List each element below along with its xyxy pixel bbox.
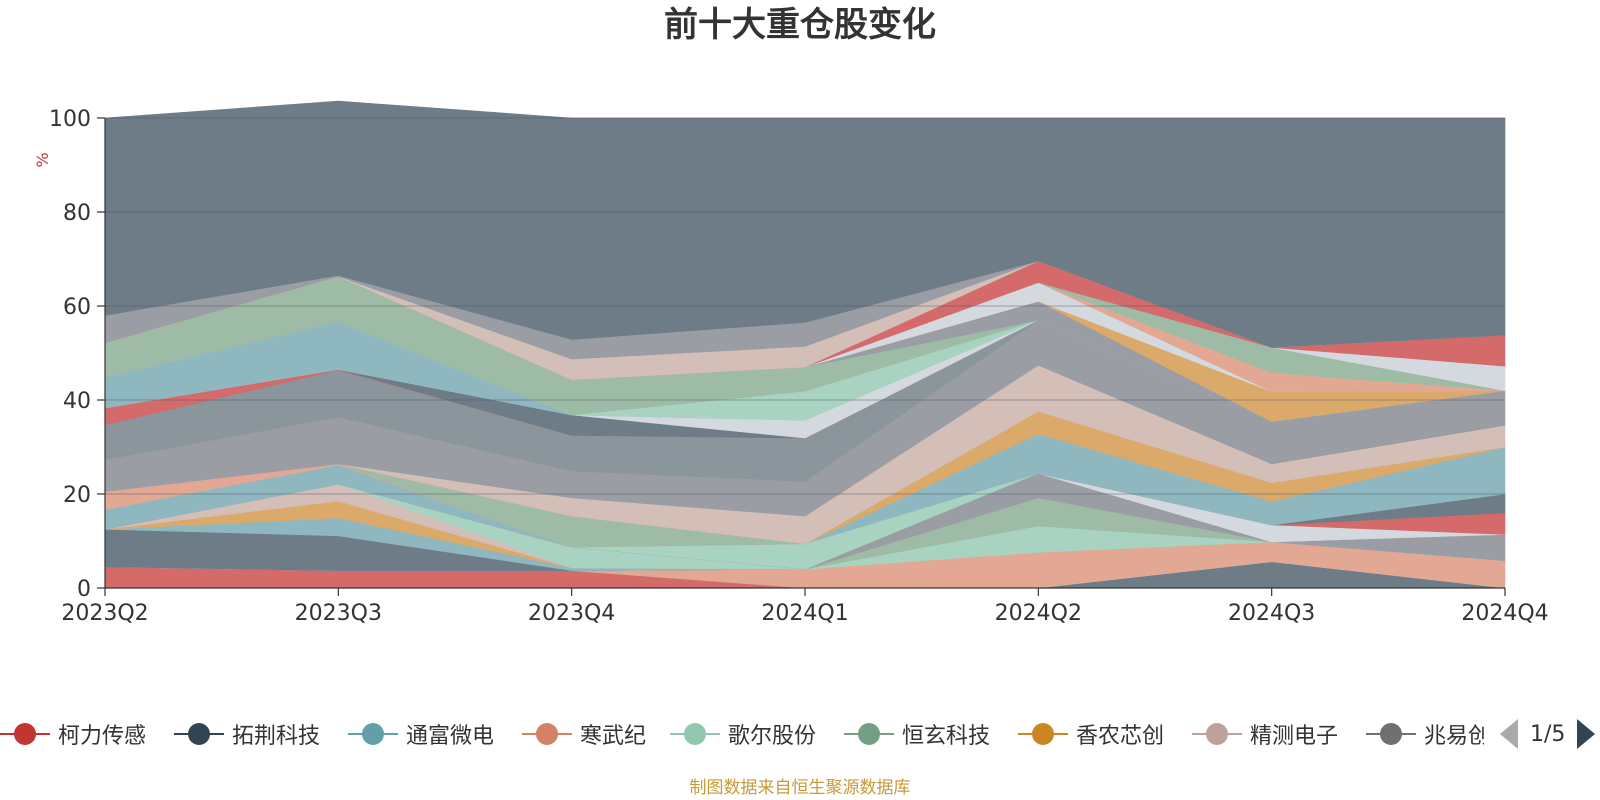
legend-label: 拓荆科技 — [232, 724, 321, 749]
area-series-40 — [104, 100, 1506, 348]
legend-label: 柯力传感 — [58, 724, 147, 749]
legend-pager: 1/5 — [1500, 712, 1596, 756]
area-series-group — [104, 100, 1506, 589]
data-source-note: 制图数据来自恒生聚源数据库 — [689, 778, 911, 798]
y-tick-label: 60 — [63, 295, 91, 320]
legend-item[interactable]: 柯力传感 — [0, 712, 146, 756]
legend-page-indicator: 1/5 — [1530, 721, 1566, 747]
legend-label: 精测电子 — [1250, 724, 1339, 749]
legend-label: 通富微电 — [406, 724, 495, 749]
legend-marker-icon — [1018, 721, 1068, 747]
legend-label: 香农芯创 — [1076, 724, 1165, 749]
x-tick-label: 2024Q1 — [761, 601, 848, 626]
legend-marker-icon — [522, 721, 572, 747]
legend-label: 恒玄科技 — [902, 724, 991, 749]
legend-item[interactable]: 香农芯创 — [1018, 712, 1164, 756]
legend-next-page-icon[interactable] — [1577, 719, 1596, 749]
legend-item[interactable]: 寒武纪 — [522, 712, 646, 756]
legend-prev-page-icon[interactable] — [1500, 719, 1518, 749]
x-tick-label: 2023Q3 — [295, 601, 382, 626]
axes: 0 20 40 60 80 100 2023Q2 2023Q3 2023Q4 2024Q1 2024… — [49, 107, 1549, 626]
legend-item[interactable]: 歌尔股份 — [670, 712, 816, 756]
legend-item[interactable]: 兆易创新 — [1366, 712, 1484, 756]
legend-item[interactable]: 精测电子 — [1192, 712, 1338, 756]
x-tick-label: 2023Q2 — [61, 601, 148, 626]
legend-marker-icon — [0, 721, 50, 747]
legend-items: 柯力传感 拓荆科技 通富微电 寒武纪 歌尔股份 恒玄科技 香农芯创 精测电子 兆易创新 — [0, 712, 1484, 756]
y-tick-label: 80 — [63, 201, 91, 226]
legend-label: 寒武纪 — [580, 724, 647, 749]
legend-marker-icon — [174, 721, 224, 747]
y-tick-label: 0 — [77, 577, 91, 602]
x-tick-label: 2024Q2 — [995, 601, 1082, 626]
grid-lines — [105, 117, 1505, 495]
y-tick-label: 100 — [49, 107, 91, 132]
legend: 柯力传感 拓荆科技 通富微电 寒武纪 歌尔股份 恒玄科技 香农芯创 精测电子 兆易创新 — [0, 712, 1600, 756]
legend-item[interactable]: 拓荆科技 — [174, 712, 320, 756]
legend-label: 歌尔股份 — [728, 724, 817, 749]
y-axis-unit: % — [33, 152, 52, 167]
legend-marker-icon — [844, 721, 894, 747]
legend-item[interactable]: 通富微电 — [348, 712, 494, 756]
legend-item[interactable]: 恒玄科技 — [844, 712, 990, 756]
legend-marker-icon — [348, 721, 398, 747]
legend-marker-icon — [1366, 721, 1416, 747]
x-tick-label: 2024Q4 — [1461, 601, 1548, 626]
y-tick-label: 40 — [63, 389, 91, 414]
x-tick-label: 2023Q4 — [528, 601, 615, 626]
area-chart: 0 20 40 60 80 100 2023Q2 2023Q3 2023Q4 2024Q1 2024… — [33, 100, 1549, 626]
chart-title: 前十大重仓股变化 — [664, 5, 936, 45]
legend-marker-icon — [670, 721, 720, 747]
legend-marker-icon — [1192, 721, 1242, 747]
legend-label: 兆易创新 — [1424, 724, 1484, 749]
y-tick-label: 20 — [63, 483, 91, 508]
x-tick-label: 2024Q3 — [1228, 601, 1315, 626]
